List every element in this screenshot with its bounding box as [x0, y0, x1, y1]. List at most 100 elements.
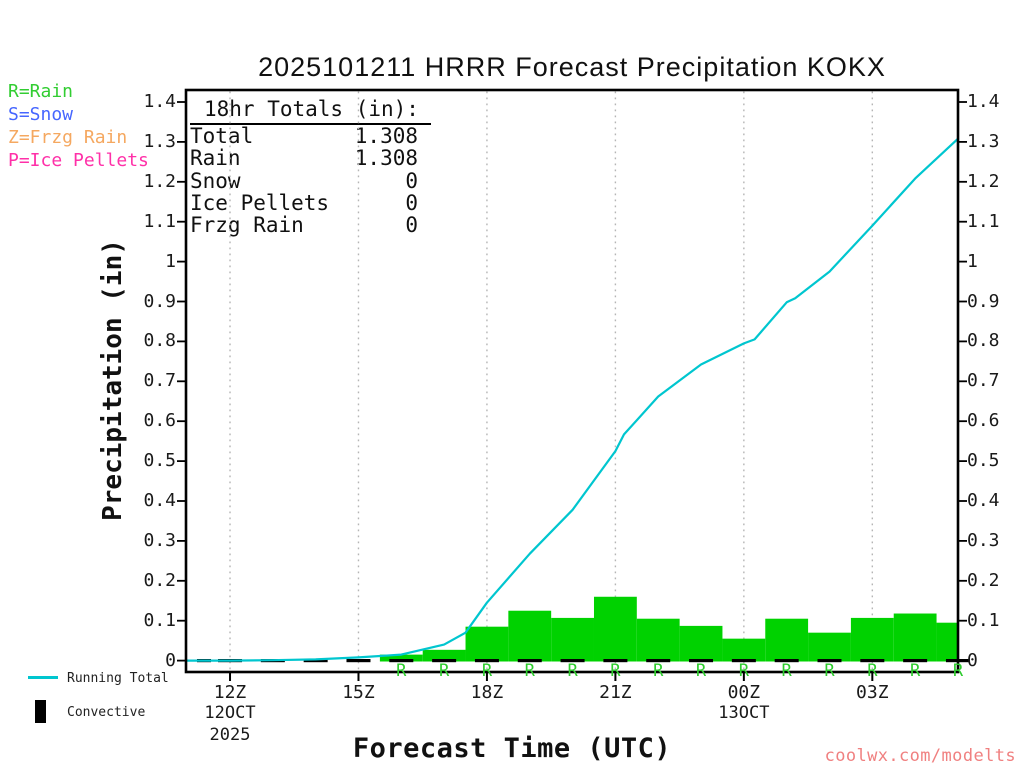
ptype-marker-r: R	[739, 661, 750, 681]
x-tick-date: 12OCT	[204, 703, 256, 723]
convective-dash	[303, 659, 328, 663]
y-tick-label: 1.3	[967, 130, 1000, 152]
y-tick-label: 0.4	[143, 490, 176, 511]
ptype-marker-r: R	[696, 661, 707, 681]
y-tick-label: 0.8	[967, 330, 1000, 352]
y-tick-label: 0.6	[967, 410, 1000, 432]
convective-dash	[432, 659, 457, 663]
y-tick-label: 0.9	[143, 290, 176, 312]
y-tick-label: 1.2	[143, 170, 176, 192]
totals-row-value: 0	[405, 168, 418, 193]
ptype-legend-item: Z=Frzg Rain	[8, 127, 128, 148]
totals-row-label: Frzg Rain	[190, 213, 304, 238]
ptype-marker-r: R	[782, 661, 793, 681]
y-tick-label: 1.1	[967, 210, 1000, 232]
ptype-marker-r: R	[910, 661, 921, 681]
convective-dash	[646, 659, 671, 663]
ptype-legend-item: P=Ice Pellets	[8, 150, 149, 171]
y-tick-label: 0.6	[143, 410, 176, 432]
totals-row-value: 0	[405, 190, 418, 215]
legend-convective-label: Convective	[67, 705, 146, 720]
convective-bar-swatch	[35, 700, 46, 723]
totals-header: 18hr Totals (in):	[190, 97, 431, 125]
y-tick-label: 0	[165, 649, 176, 671]
convective-dash	[560, 659, 585, 663]
precip-bar	[765, 618, 809, 662]
y-tick-label: 1	[967, 250, 978, 272]
precip-bar	[551, 617, 594, 662]
y-tick-label: 0.8	[143, 330, 176, 352]
site-watermark: coolwx.com/modelts	[824, 746, 1016, 766]
ptype-marker-r: R	[439, 661, 450, 681]
precip-bar	[422, 649, 466, 662]
precip-bar	[379, 654, 423, 662]
convective-dash	[517, 659, 542, 663]
ptype-marker-r: R	[567, 661, 578, 681]
precip-bar	[893, 613, 937, 662]
y-tick-label: 1.4	[967, 91, 1000, 112]
ptype-marker-r: R	[396, 661, 407, 681]
ptype-marker-r: R	[525, 661, 536, 681]
y-tick-label: 0.1	[967, 609, 1000, 631]
convective-dash	[903, 659, 928, 663]
convective-dash	[689, 659, 714, 663]
precip-bar	[850, 617, 894, 662]
convective-dash	[474, 659, 499, 663]
x-tick-label: 18Z	[470, 682, 504, 703]
y-axis-title: Precipitation (in)	[98, 239, 128, 521]
chart-title: 2025101211 HRRR Forecast Precipitation K…	[258, 52, 886, 82]
x-tick-label: 15Z	[342, 682, 375, 703]
totals-rows: Total 1.308 Rain 1.308 Snow 0 Ice Pellets 0 Frzg…	[190, 124, 431, 238]
x-axis-title: Forecast Time (UTC)	[352, 733, 672, 764]
y-tick-label: 1.1	[143, 210, 176, 232]
precip-bar	[593, 596, 637, 662]
running-total-line	[186, 137, 960, 662]
totals-row: Rain 1.308	[190, 146, 431, 171]
precip-bar	[808, 632, 851, 662]
x-tick-label: 00Z	[727, 682, 761, 703]
precip-bar	[722, 638, 766, 662]
y-tick-label: 0.7	[967, 370, 1000, 392]
y-tick-label: 0.2	[143, 569, 176, 591]
convective-dash	[603, 659, 628, 663]
y-tick-label: 1.4	[143, 91, 176, 112]
totals-row: Frzg Rain 0	[190, 213, 431, 238]
y-tick-label: 0.2	[967, 569, 1000, 591]
totals-row-label: Total	[190, 124, 254, 148]
running-total-line-swatch	[28, 676, 58, 679]
y-tick-label: 1.2	[967, 170, 1000, 192]
convective-dash	[389, 659, 414, 663]
ptype-marker-r: R	[953, 661, 964, 681]
ptype-legend: R=Rain S=Snow Z=Frzg Rain P=Ice Pellets	[8, 80, 149, 172]
y-tick-label: 0.7	[143, 370, 176, 392]
x-tick-label: 12Z	[213, 682, 247, 703]
totals-row-label: Ice Pellets	[190, 190, 330, 215]
precip-bar	[465, 626, 509, 662]
x-tick-label: 03Z	[856, 682, 889, 703]
ptype-legend-item: R=Rain	[8, 81, 74, 102]
y-tick-label: 0.9	[967, 290, 1000, 312]
ptype-marker-r: R	[653, 661, 664, 681]
plot-border	[184, 88, 960, 674]
totals-row-value: 1.308	[354, 146, 418, 171]
y-tick-label: 0.5	[143, 450, 176, 472]
convective-dash	[774, 659, 799, 663]
y-tick-label: 0.1	[143, 609, 176, 631]
totals-row: Total 1.308	[190, 124, 431, 148]
x-tick-year: 2025	[209, 725, 251, 745]
precip-bar	[636, 618, 680, 662]
ptype-marker-r: R	[610, 661, 621, 681]
y-tick-label: 0.3	[143, 529, 176, 551]
convective-dash	[346, 659, 371, 663]
x-tick-date: 13OCT	[718, 703, 770, 723]
precip-bar	[679, 625, 723, 662]
totals-row: Snow 0	[190, 168, 431, 193]
y-tick-label: 0	[967, 649, 978, 671]
precip-bar	[936, 622, 958, 662]
ptype-marker-r: R	[482, 661, 493, 681]
precip-bar	[508, 610, 552, 662]
y-tick-label: 1	[165, 250, 176, 272]
totals-row-value: 0	[405, 213, 418, 238]
